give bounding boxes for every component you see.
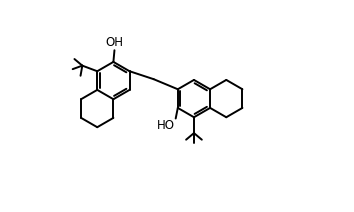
Text: OH: OH (105, 36, 124, 49)
Text: HO: HO (157, 119, 175, 132)
